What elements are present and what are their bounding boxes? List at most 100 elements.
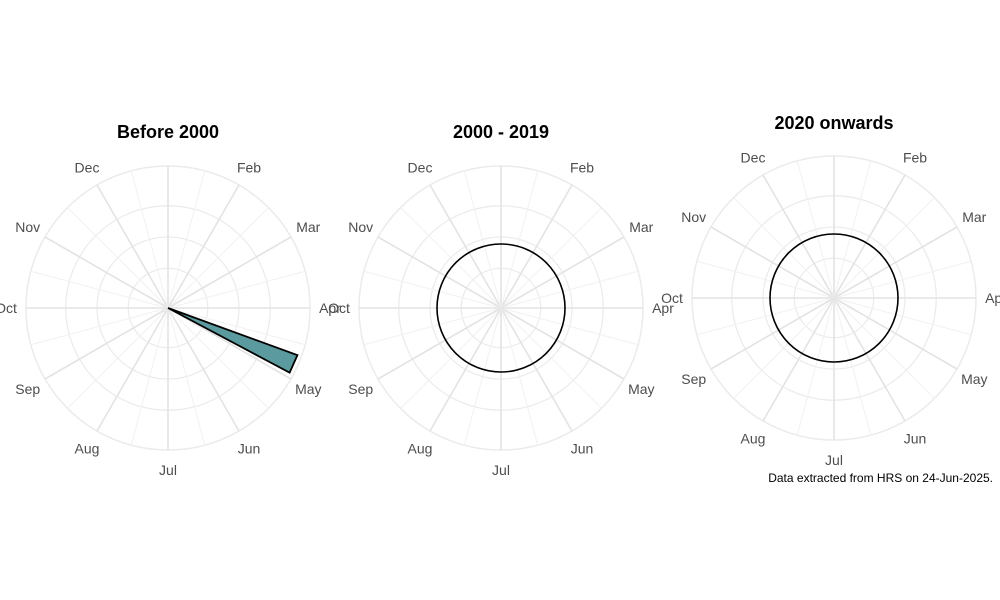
month-label-may: May — [295, 381, 321, 397]
grid-spoke-major — [762, 174, 835, 299]
panel-title: 2020 onwards — [774, 113, 893, 133]
grid-spoke-minor — [833, 297, 935, 399]
grid-spoke-major — [762, 297, 835, 422]
grid-spoke-minor — [500, 270, 639, 309]
month-label-nov: Nov — [15, 219, 40, 235]
polar-panel-1: Feb Mar Apr May Jun Jul Aug Sep Oct Nov Dec Before … — [0, 122, 341, 478]
month-label-sep: Sep — [348, 381, 373, 397]
grid-spoke-minor — [833, 160, 872, 299]
month-label-oct: Oct — [661, 290, 683, 306]
month-label-dec: Dec — [75, 160, 100, 176]
grid-spoke-minor — [733, 297, 835, 399]
grid-spoke-major — [377, 307, 502, 380]
month-label-dec: Dec — [408, 160, 433, 176]
grid-spoke-minor — [363, 270, 502, 309]
grid-spoke-major — [96, 307, 169, 432]
grid-spoke-minor — [167, 307, 306, 346]
grid-spoke-major — [44, 307, 169, 380]
grid-spoke-minor — [67, 207, 169, 309]
grid-spoke-minor — [167, 207, 269, 309]
month-label-apr: Apr — [985, 290, 1000, 306]
month-label-nov: Nov — [681, 209, 706, 225]
month-label-feb: Feb — [903, 150, 927, 166]
month-label-oct: Oct — [328, 300, 350, 316]
grid-spoke-minor — [500, 307, 539, 446]
grid-spoke-major — [44, 236, 169, 309]
polar-panel-2: Feb Mar Apr May Jun Jul Aug Sep Oct Nov Dec 2000 - … — [328, 122, 674, 478]
grid-spoke-major — [500, 307, 625, 380]
grid-spoke-major — [377, 236, 502, 309]
month-label-dec: Dec — [741, 150, 766, 166]
polar-panel-3: Feb Mar Apr May Jun Jul Aug Sep Oct Nov Dec 2020 on… — [661, 113, 1000, 468]
grid-spoke-minor — [796, 160, 835, 299]
grid-spoke-minor — [130, 170, 169, 309]
grid-spoke-minor — [500, 170, 539, 309]
month-label-jun: Jun — [238, 440, 261, 456]
grid-spoke-minor — [696, 260, 835, 299]
month-label-sep: Sep — [15, 381, 40, 397]
grid-spoke-major — [833, 297, 906, 422]
month-label-may: May — [961, 371, 987, 387]
grid-spoke-major — [96, 184, 169, 309]
grid-spoke-major — [710, 297, 835, 370]
zero-outline-circle — [436, 243, 566, 373]
grid-spoke-minor — [796, 297, 835, 436]
grid-spoke-minor — [363, 307, 502, 346]
bar-may — [167, 307, 299, 374]
month-label-nov: Nov — [348, 219, 373, 235]
grid-spoke-minor — [167, 170, 206, 309]
grid-spoke-major — [710, 226, 835, 299]
grid-spoke-minor — [30, 270, 169, 309]
grid-spoke-minor — [500, 307, 639, 346]
month-label-may: May — [628, 381, 654, 397]
grid-spoke-minor — [67, 307, 169, 409]
grid-spoke-minor — [833, 197, 935, 299]
data-source-caption: Data extracted from HRS on 24-Jun-2025. — [768, 471, 993, 485]
grid-spoke-minor — [167, 307, 206, 446]
month-label-aug: Aug — [408, 440, 433, 456]
grid-spoke-minor — [167, 307, 269, 409]
month-label-jun: Jun — [571, 440, 594, 456]
grid-spoke-minor — [500, 307, 602, 409]
grid-spoke-major — [167, 236, 292, 309]
grid-spoke-minor — [833, 260, 972, 299]
grid-spoke-minor — [400, 307, 502, 409]
panel-title: Before 2000 — [117, 122, 219, 142]
month-label-jul: Jul — [159, 462, 177, 478]
month-label-jul: Jul — [492, 462, 510, 478]
month-label-apr: Apr — [652, 300, 674, 316]
grid-spoke-major — [500, 307, 573, 432]
grid-spoke-minor — [463, 307, 502, 446]
grid-spoke-major — [833, 174, 906, 299]
month-label-oct: Oct — [0, 300, 17, 316]
grid-spoke-minor — [500, 207, 602, 309]
grid-spoke-major — [429, 184, 502, 309]
grid-spoke-minor — [167, 270, 306, 309]
grid-spoke-major — [167, 184, 240, 309]
grid-spoke-minor — [733, 197, 835, 299]
month-label-feb: Feb — [570, 160, 594, 176]
zero-outline-circle — [769, 233, 899, 363]
month-label-aug: Aug — [75, 440, 100, 456]
month-label-mar: Mar — [962, 209, 986, 225]
grid-spoke-major — [833, 226, 958, 299]
grid-spoke-minor — [696, 297, 835, 336]
month-label-jun: Jun — [904, 430, 927, 446]
grid-spoke-major — [429, 307, 502, 432]
grid-spoke-major — [167, 307, 240, 432]
month-label-apr: Apr — [319, 300, 341, 316]
panel-title: 2000 - 2019 — [453, 122, 549, 142]
month-label-jul: Jul — [825, 452, 843, 468]
month-label-feb: Feb — [237, 160, 261, 176]
grid-spoke-minor — [463, 170, 502, 309]
grid-spoke-minor — [130, 307, 169, 446]
month-label-mar: Mar — [296, 219, 320, 235]
grid-spoke-minor — [833, 297, 872, 436]
month-label-aug: Aug — [741, 430, 766, 446]
grid-spoke-minor — [400, 207, 502, 309]
month-label-sep: Sep — [681, 371, 706, 387]
grid-spoke-minor — [30, 307, 169, 346]
month-label-mar: Mar — [629, 219, 653, 235]
